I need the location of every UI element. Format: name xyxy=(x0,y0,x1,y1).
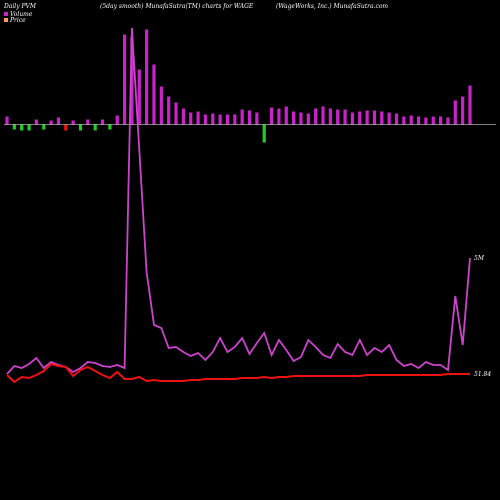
volume-bar xyxy=(12,124,16,130)
volume-bar xyxy=(299,112,303,125)
volume-bar xyxy=(380,111,384,125)
volume-bar xyxy=(321,106,325,125)
volume-bar xyxy=(277,108,281,125)
volume-bar xyxy=(152,64,156,125)
volume-bar xyxy=(358,111,362,125)
legend-volume-label: Volume xyxy=(10,11,33,18)
volume-bar xyxy=(203,114,208,125)
volume-bar xyxy=(247,110,252,125)
volume-bar xyxy=(343,109,347,125)
volume-last-label: 5M xyxy=(474,255,485,262)
volume-bar xyxy=(350,112,355,125)
volume-bar xyxy=(255,112,259,125)
volume-bar xyxy=(431,116,435,125)
volume-bar xyxy=(34,119,38,125)
volume-bar xyxy=(5,116,9,125)
volume-bar xyxy=(240,109,244,125)
volume-smooth-line xyxy=(6,27,471,375)
volume-bar xyxy=(372,110,377,125)
volume-bar xyxy=(365,110,369,125)
header-right: (WageWorks, Inc.) MunafaSutra.com xyxy=(276,3,388,10)
price-last-label: 51.84 xyxy=(474,371,491,378)
volume-bar xyxy=(306,113,310,125)
volume-bar xyxy=(174,102,178,125)
volume-bar xyxy=(328,108,332,125)
volume-bar xyxy=(181,108,185,125)
volume-bar xyxy=(336,109,340,125)
volume-bar xyxy=(100,119,105,125)
legend-price-label: Price xyxy=(9,17,26,24)
volume-bar xyxy=(453,100,457,125)
volume-bar xyxy=(42,124,46,130)
volume-bar xyxy=(49,120,53,125)
volume-bar xyxy=(461,96,465,125)
volume-bar xyxy=(218,114,222,125)
volume-bar xyxy=(27,124,31,131)
volume-bar xyxy=(292,111,296,125)
price-line xyxy=(6,362,470,384)
legend-volume-swatch xyxy=(4,12,8,16)
volume-bar xyxy=(130,36,134,125)
header-center: (5day smooth) MunafaSutra(TM) charts for… xyxy=(100,3,254,10)
volume-bar xyxy=(439,116,443,125)
volume-bar xyxy=(468,85,472,125)
volume-bar xyxy=(233,114,237,125)
volume-bar xyxy=(20,124,24,131)
volume-bar xyxy=(402,116,406,125)
volume-bars xyxy=(5,29,472,143)
volume-bar xyxy=(196,111,200,125)
volume-bar xyxy=(225,114,230,125)
volume-bar xyxy=(416,116,421,125)
volume-bar xyxy=(211,113,215,125)
volume-bar xyxy=(145,29,149,125)
volume-bar xyxy=(167,96,171,125)
volume-bar xyxy=(314,108,318,125)
volume-bar xyxy=(71,120,75,125)
volume-bar xyxy=(409,115,413,125)
volume-bar xyxy=(115,115,119,125)
volume-bar xyxy=(93,124,97,131)
volume-bar xyxy=(446,117,450,125)
legend-price-swatch xyxy=(4,18,8,22)
volume-bar xyxy=(56,117,61,125)
volume-bar xyxy=(269,107,274,125)
volume-bar xyxy=(394,113,399,125)
volume-bar xyxy=(284,106,288,125)
volume-bar xyxy=(108,124,112,130)
volume-bar xyxy=(387,112,391,125)
volume-bar xyxy=(189,112,193,125)
volume-bar xyxy=(86,119,90,125)
volume-bar xyxy=(122,34,127,125)
volume-bar xyxy=(159,86,163,125)
header-left: Daily PVM xyxy=(3,3,37,10)
volume-bar xyxy=(137,69,141,125)
volume-bar xyxy=(64,124,68,131)
volume-bar xyxy=(424,117,428,125)
volume-bar xyxy=(78,124,83,131)
volume-bar xyxy=(262,124,266,143)
